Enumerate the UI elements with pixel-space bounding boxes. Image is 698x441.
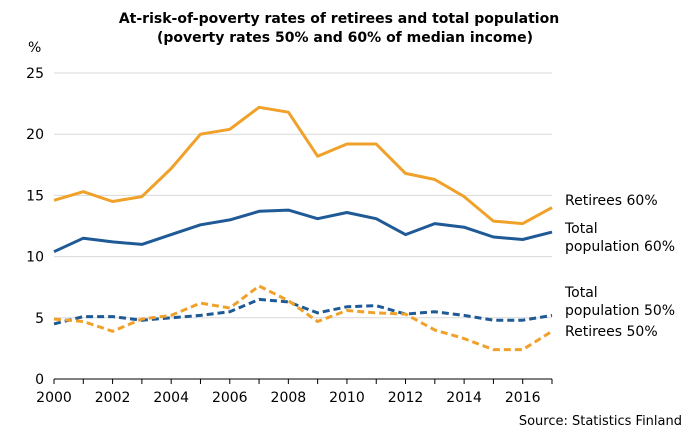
chart-title-line-1: At-risk-of-poverty rates of retirees and… <box>119 11 559 27</box>
series-label-retirees-60: Retirees 60% <box>565 193 658 209</box>
x-tick-label-2014: 2014 <box>446 390 482 406</box>
x-tick-label-2016: 2016 <box>505 390 541 406</box>
series-label-total-population-50-line-1: Total <box>564 285 598 301</box>
series-labels: Retirees 60% Total population 60% Total popu… <box>564 193 675 340</box>
series-label-total-population-60-line-1: Total <box>564 221 598 237</box>
x-tick-label-2002: 2002 <box>95 390 131 406</box>
x-axis: 2000 2002 2004 2006 2008 2010 2012 2014 2016 <box>36 378 553 406</box>
series-label-total-population-50-line-2: population 50% <box>565 303 675 319</box>
chart-title-line-2: (poverty rates 50% and 60% of median inc… <box>157 30 533 46</box>
x-tick-label-2008: 2008 <box>271 390 307 406</box>
y-tick-label-15: 15 <box>26 188 44 204</box>
y-tick-label-20: 20 <box>26 127 44 143</box>
x-tick-label-2006: 2006 <box>212 390 248 406</box>
y-axis-ticks: 0 5 10 15 20 25 <box>26 66 44 388</box>
series-lines <box>53 105 553 352</box>
series-label-retirees-50: Retirees 50% <box>565 324 658 340</box>
gridlines <box>54 72 552 319</box>
series-line-retirees-50 <box>53 284 553 352</box>
source-note: Source: Statistics Finland <box>519 414 682 429</box>
series-line-total-population-60 <box>53 208 553 254</box>
x-tick-label-2010: 2010 <box>329 390 365 406</box>
series-line-retirees-60 <box>53 105 553 226</box>
y-tick-label-5: 5 <box>35 311 44 327</box>
y-tick-label-0: 0 <box>35 372 44 388</box>
series-line-total-population-50 <box>53 297 553 326</box>
series-label-total-population-60-line-2: population 60% <box>565 239 675 255</box>
y-tick-label-10: 10 <box>26 250 44 266</box>
y-tick-label-25: 25 <box>26 66 44 82</box>
x-tick-label-2000: 2000 <box>36 390 72 406</box>
x-tick-label-2004: 2004 <box>153 390 189 406</box>
x-tick-label-2012: 2012 <box>388 390 424 406</box>
y-axis-unit-label: % <box>28 40 41 56</box>
